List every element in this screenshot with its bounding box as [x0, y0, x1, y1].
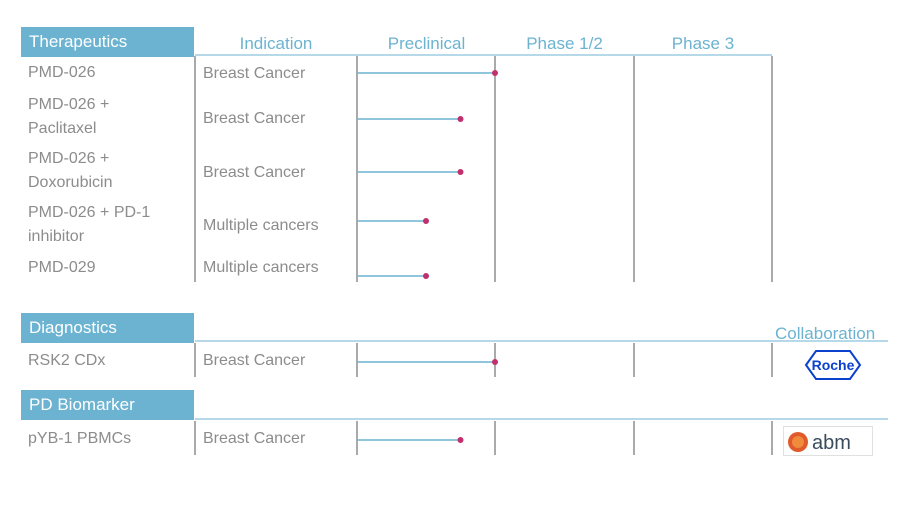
indication-label: Multiple cancers	[203, 259, 319, 276]
progress-marker	[492, 359, 498, 365]
progress-marker	[423, 218, 429, 224]
program-label: PMD-026 + PD-1 inhibitor	[28, 204, 151, 245]
roche-logo-text: Roche	[812, 357, 855, 373]
section-header-diagnostics: Diagnostics	[21, 313, 194, 343]
indication-label: Breast Cancer	[203, 430, 306, 447]
indication-label: Multiple cancers	[203, 217, 319, 234]
abm-logo-icon: abm	[788, 432, 851, 454]
indication-label: Breast Cancer	[203, 164, 306, 181]
program-label: PMD-026 + Doxorubicin	[28, 150, 113, 191]
program-label: PMD-026 + Paclitaxel	[28, 96, 110, 137]
collaboration-header: Collaboration	[775, 324, 876, 343]
column-header-indication: Indication	[239, 34, 313, 53]
column-header-preclinical: Preclinical	[387, 34, 466, 53]
program-label: RSK2 CDx	[28, 352, 106, 369]
column-header-phase-3: Phase 3	[671, 34, 735, 53]
progress-marker	[457, 437, 464, 443]
program-label: PMD-026	[28, 64, 96, 81]
progress-marker	[457, 116, 464, 122]
roche-logo: Roche	[798, 347, 868, 383]
indication-label: Breast Cancer	[203, 65, 306, 82]
progress-marker	[492, 70, 498, 76]
abm-logo: abm	[783, 426, 873, 456]
indication-label: Breast Cancer	[203, 352, 306, 369]
abm-logo-text: abm	[812, 432, 851, 454]
column-header-phase-1-2: Phase 1/2	[526, 34, 603, 53]
section-header-pd-biomarker: PD Biomarker	[21, 390, 194, 420]
section-header-therapeutics: Therapeutics	[21, 27, 194, 57]
indication-label: Breast Cancer	[203, 110, 306, 127]
program-label: PMD-029	[28, 259, 96, 276]
progress-marker	[457, 169, 464, 175]
progress-marker	[423, 273, 429, 279]
roche-logo-icon: Roche	[804, 350, 862, 380]
program-label: pYB-1 PBMCs	[28, 430, 132, 447]
